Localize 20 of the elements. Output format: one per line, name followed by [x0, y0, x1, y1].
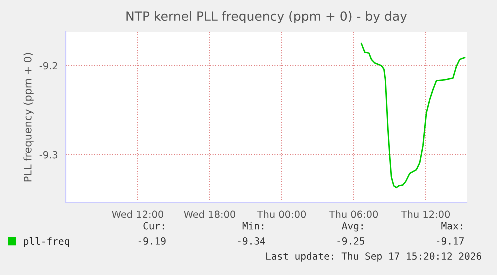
- text: Cur:: [144, 222, 164, 230]
- x-tick-label: Wed 18:00: [184, 210, 236, 218]
- text: -9.19: [138, 238, 166, 245]
- x-tick-label: Thu 06:00: [329, 210, 378, 218]
- text: -9.17: [437, 238, 464, 245]
- x-tick-label: Thu 00:00: [257, 210, 306, 218]
- y-tick-label: -9.2: [40, 62, 58, 70]
- legend-label: pll-freq: [24, 238, 70, 247]
- text: Max:: [442, 222, 462, 230]
- x-tick-label: Thu 12:00: [401, 210, 450, 218]
- text: -9.25: [338, 238, 365, 245]
- chart-title: NTP kernel PLL frequency (ppm + 0) - by day: [126, 11, 408, 24]
- y-axis-title: PLL frequency (ppm + 0): [24, 53, 34, 182]
- line-series: [360, 42, 466, 189]
- text: Min:: [242, 222, 264, 230]
- text: Avg:: [342, 222, 363, 232]
- text: Last update: Thu Sep 17 15:20:12 2026: [266, 252, 482, 262]
- text: -9.34: [238, 238, 266, 245]
- x-tick-label: Wed 12:00: [112, 210, 164, 218]
- y-tick-label: -9.3: [40, 151, 58, 159]
